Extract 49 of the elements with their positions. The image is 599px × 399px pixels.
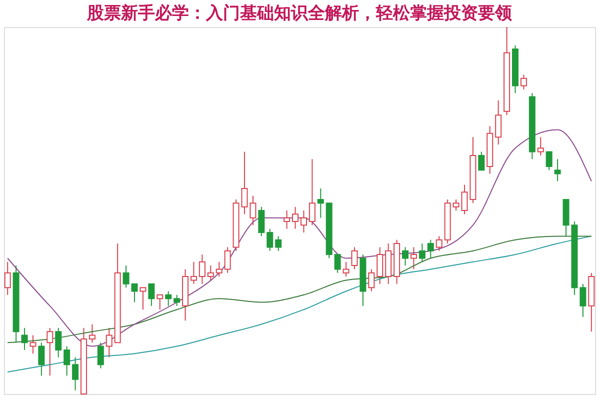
candlestick — [300, 210, 307, 234]
candlestick — [436, 236, 442, 252]
candlestick — [554, 158, 561, 182]
candlestick — [495, 100, 502, 145]
candlestick — [376, 246, 384, 284]
candlestick — [46, 327, 54, 376]
candlestick — [131, 283, 138, 303]
candlestick — [224, 246, 231, 274]
candlestick — [266, 228, 274, 252]
candlestick — [148, 283, 155, 306]
candlestick — [342, 261, 350, 278]
candlestick — [207, 265, 214, 281]
candlestick — [418, 243, 426, 262]
candlestick — [308, 158, 316, 226]
candlestick — [106, 327, 112, 358]
candlestick — [427, 239, 434, 259]
candlestick — [368, 268, 375, 292]
candlestick — [156, 294, 164, 310]
candlestick — [216, 261, 222, 278]
candlestick — [165, 290, 172, 306]
candlestick — [140, 287, 146, 310]
candlestick — [55, 327, 62, 358]
candlestick — [546, 151, 552, 171]
candlestick — [198, 254, 206, 284]
candlestick — [334, 254, 341, 274]
candlestick — [292, 206, 299, 230]
candlestick — [30, 334, 36, 354]
candlestick — [174, 294, 180, 306]
candlestick — [317, 188, 324, 218]
candlestick — [64, 346, 70, 376]
candlestick — [520, 74, 527, 90]
candlestick — [88, 324, 96, 344]
candlestick — [38, 342, 45, 376]
candlestick — [284, 210, 290, 230]
candlestick — [402, 246, 409, 266]
candlestick — [537, 136, 544, 156]
candlestick — [258, 206, 265, 237]
candlestick — [122, 265, 130, 288]
candlestick — [4, 261, 11, 296]
candlestick — [580, 283, 586, 318]
candlestick — [410, 246, 417, 270]
candlestick — [275, 236, 282, 252]
candlestick — [72, 356, 79, 391]
candlestick — [21, 327, 28, 350]
chart-title: 股票新手必学：入门基础知识全解析，轻松掌握投资要领 — [86, 4, 513, 24]
candlestick — [351, 246, 358, 270]
candlestick — [97, 342, 104, 369]
candlestick — [478, 151, 485, 171]
candlestick — [190, 261, 197, 284]
